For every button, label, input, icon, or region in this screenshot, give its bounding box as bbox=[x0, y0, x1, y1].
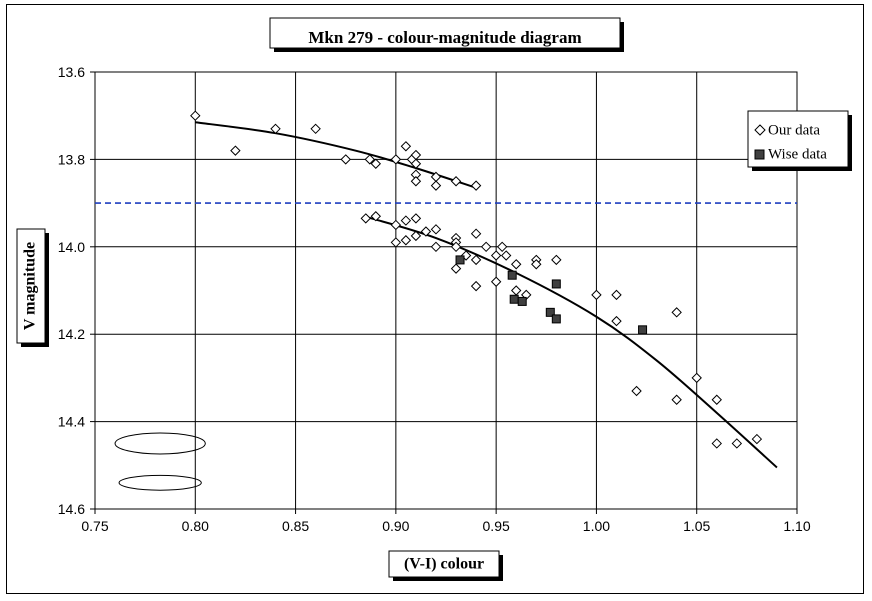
chart-title: Mkn 279 - colour-magnitude diagram bbox=[308, 28, 581, 47]
our-data-point bbox=[410, 213, 422, 224]
x-tick-label: 1.10 bbox=[783, 518, 810, 534]
our-data-point bbox=[711, 394, 722, 405]
our-data-point bbox=[450, 241, 462, 253]
our-data-point bbox=[400, 141, 412, 152]
y-tick-label: 14.6 bbox=[58, 501, 85, 517]
grid-layer bbox=[90, 71, 798, 514]
our-data-point bbox=[480, 241, 492, 253]
x-tick-label: 0.80 bbox=[182, 518, 209, 534]
our-data-point bbox=[370, 211, 382, 222]
y-tick-label: 14.4 bbox=[58, 414, 85, 430]
our-data-point bbox=[400, 215, 412, 226]
our-data-point bbox=[731, 438, 743, 449]
y-tick-label: 14.2 bbox=[58, 326, 85, 342]
our-data-point bbox=[691, 372, 702, 384]
our-data-point bbox=[364, 154, 375, 165]
our-data-point bbox=[400, 235, 412, 246]
wise-data-point bbox=[551, 314, 561, 324]
our-data-point bbox=[430, 241, 442, 253]
fit-curve bbox=[363, 215, 778, 469]
fit-curve-layer bbox=[195, 121, 778, 469]
our-data-point bbox=[611, 315, 622, 327]
our-data-point bbox=[450, 263, 462, 274]
our-data-point bbox=[631, 385, 642, 397]
wise-data-point bbox=[507, 270, 517, 280]
our-data-point bbox=[470, 180, 482, 191]
x-tick-label: 1.00 bbox=[583, 518, 610, 534]
our-data-point bbox=[390, 237, 402, 248]
x-axis-label: (V-I) colour bbox=[404, 556, 484, 573]
our-data-point bbox=[591, 289, 602, 301]
our-data-point bbox=[450, 176, 462, 187]
our-data-point bbox=[551, 254, 562, 266]
our-data-point bbox=[531, 259, 542, 270]
x-tick-label: 0.90 bbox=[382, 518, 409, 534]
our-data-point bbox=[430, 180, 442, 191]
error-ellipse bbox=[114, 432, 206, 455]
our-data-point bbox=[751, 433, 763, 445]
our-data-point bbox=[360, 213, 371, 224]
legend-square-icon bbox=[754, 149, 765, 160]
x-tick-label: 0.95 bbox=[483, 518, 510, 534]
our-data-point bbox=[270, 123, 281, 135]
legend-item-wise-data: Wise data bbox=[754, 146, 827, 162]
our-data-point bbox=[490, 276, 502, 287]
our-data-point bbox=[470, 280, 482, 292]
our-data-point bbox=[470, 228, 482, 239]
legend-label-wise-data: Wise data bbox=[768, 146, 827, 162]
wise-data-point bbox=[638, 325, 648, 335]
tick-label-layer: 0.75 0.80 0.85 0.90 0.95 1.00 1.05 1.10 13.6 13.8… bbox=[58, 64, 811, 534]
our-data-point bbox=[410, 230, 422, 242]
our-data-point bbox=[711, 438, 722, 449]
our-data-point bbox=[410, 176, 422, 187]
our-data-point bbox=[310, 123, 321, 135]
our-data-point bbox=[390, 154, 402, 165]
our-data-point bbox=[370, 158, 382, 169]
our-data-point bbox=[671, 394, 682, 405]
x-tick-label: 1.05 bbox=[683, 518, 710, 534]
our-data-point bbox=[390, 219, 402, 231]
our-data-point bbox=[420, 226, 432, 237]
our-data-point bbox=[510, 259, 522, 270]
wise-data-point bbox=[509, 294, 519, 304]
our-data-point bbox=[611, 289, 622, 301]
title-box: Mkn 279 - colour-magnitude diagram bbox=[269, 17, 624, 52]
y-axis-label: V magnitude bbox=[22, 242, 39, 330]
wise-data-point bbox=[551, 279, 561, 289]
our-data-point bbox=[470, 254, 482, 266]
wise-data-point bbox=[455, 255, 465, 265]
error-ellipse bbox=[118, 474, 202, 491]
y-tick-label: 14.0 bbox=[58, 239, 85, 255]
wise-data-point bbox=[545, 307, 555, 317]
our-data-point bbox=[190, 110, 201, 121]
our-data-point bbox=[460, 250, 472, 261]
fit-curve bbox=[195, 121, 477, 189]
x-tick-label: 0.85 bbox=[282, 518, 309, 534]
x-axis-label-box: (V-I) colour bbox=[388, 550, 503, 581]
our-data-point bbox=[340, 154, 351, 165]
y-tick-label: 13.6 bbox=[58, 64, 85, 80]
y-axis-label-box: V magnitude bbox=[16, 228, 49, 347]
y-tick-label: 13.8 bbox=[58, 151, 85, 167]
our-data-point bbox=[410, 158, 422, 169]
legend-label-our-data: Our data bbox=[768, 122, 820, 138]
our-data-point bbox=[230, 145, 241, 156]
our-data-point bbox=[430, 224, 442, 235]
wise-data-point bbox=[517, 296, 527, 306]
error-ellipse-layer bbox=[114, 432, 206, 491]
data-point-layer bbox=[190, 110, 763, 449]
our-data-point bbox=[500, 250, 512, 261]
legend-item-our-data: Our data bbox=[754, 122, 820, 138]
legend: Our data Wise data bbox=[747, 110, 852, 171]
legend-diamond-icon bbox=[754, 124, 766, 136]
our-data-point bbox=[496, 241, 508, 253]
our-data-point bbox=[490, 250, 502, 261]
our-data-point bbox=[671, 307, 682, 318]
x-tick-label: 0.75 bbox=[81, 518, 108, 534]
plot-area bbox=[94, 71, 798, 510]
